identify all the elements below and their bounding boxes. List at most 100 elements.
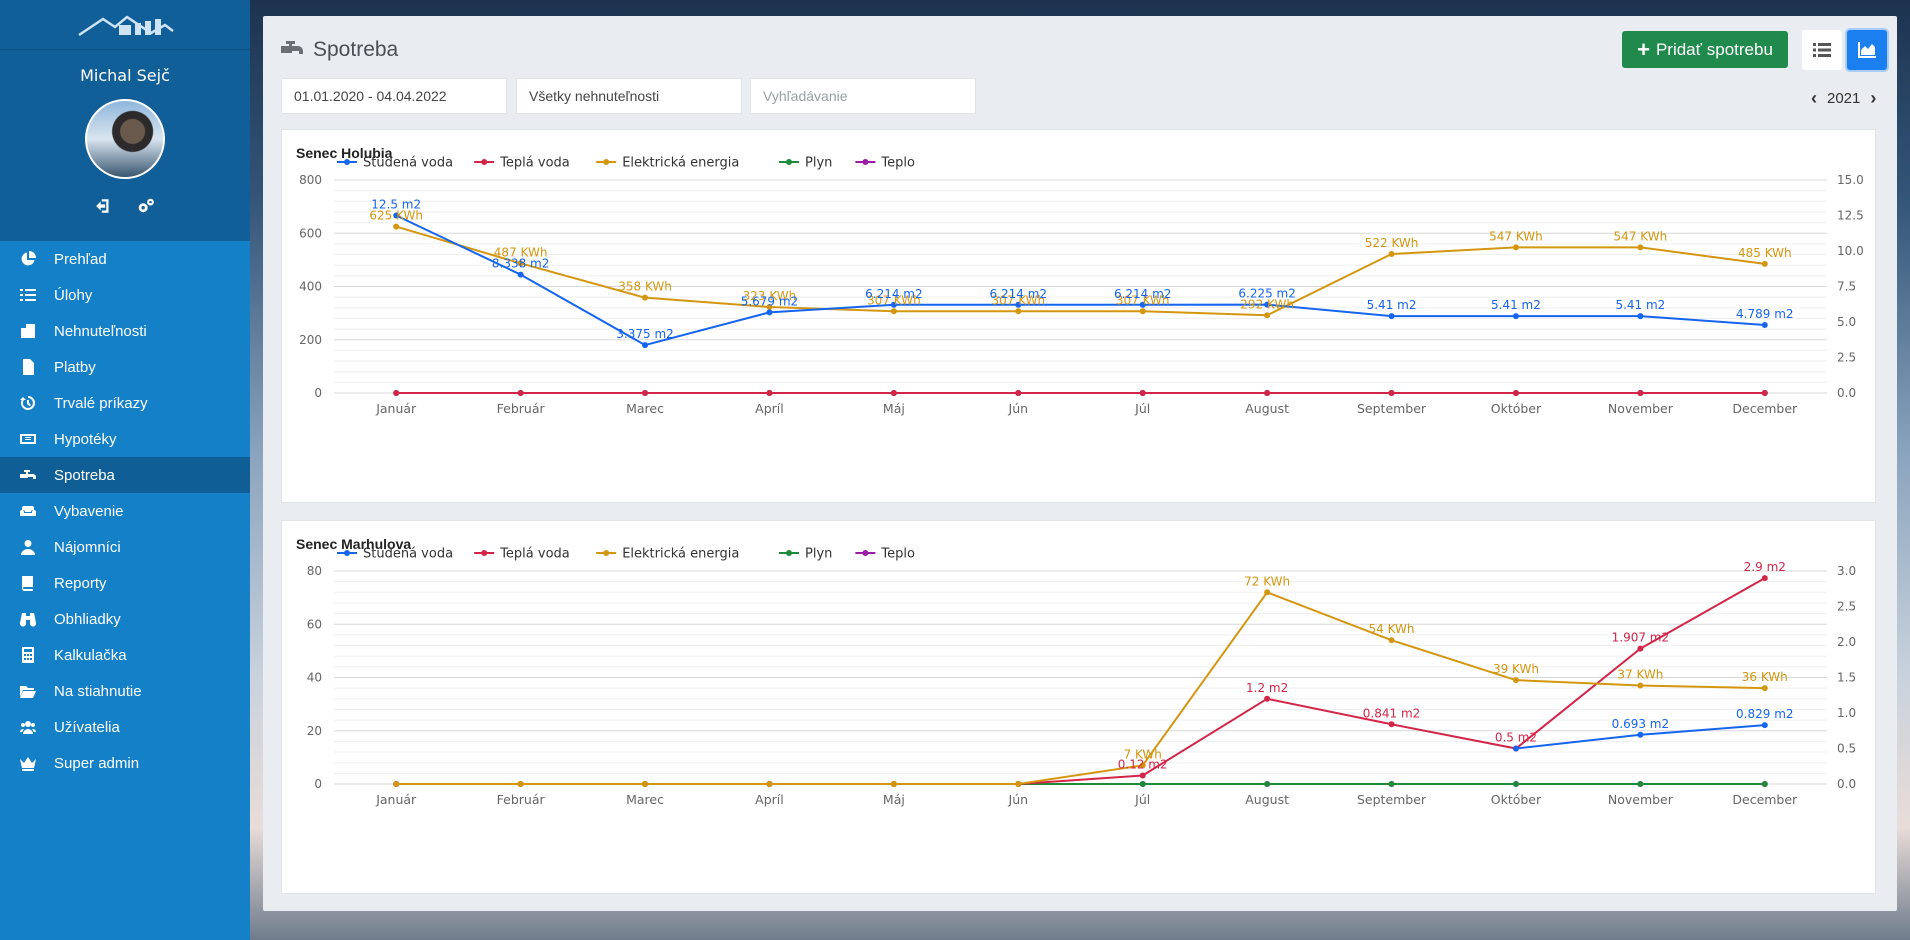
sidebar-item-uzivatelia[interactable]: Užívatelia	[0, 709, 250, 745]
y-left-tick-label: 800	[299, 173, 322, 187]
y-right-tick-label: 1.5	[1837, 671, 1856, 685]
data-point	[766, 390, 773, 396]
series-studena-voda	[1512, 722, 1768, 752]
sidebar-item-super-admin[interactable]: Super admin	[0, 745, 250, 781]
x-tick-label: December	[1732, 401, 1798, 416]
data-point	[1139, 390, 1146, 396]
sidebar-item-nehnutelnosti[interactable]: Nehnuteľnosti	[0, 313, 250, 349]
data-label: 485 KWh	[1738, 246, 1792, 260]
data-label: 307 KWh	[991, 293, 1045, 307]
sidebar-item-label: Prehľad	[54, 250, 107, 268]
data-point	[1637, 313, 1644, 320]
sidebar-item-obhliadky[interactable]: Obhliadky	[0, 601, 250, 637]
data-label: 8.338 m2	[492, 257, 550, 271]
chart-title: Senec Holubia	[296, 145, 393, 161]
chevron-right-icon[interactable]: ›	[1870, 88, 1877, 108]
legend-item-teplo: Teplo	[855, 156, 915, 171]
x-tick-label: Apríl	[755, 401, 784, 416]
series-tepla-voda	[393, 390, 1768, 396]
calculator-icon	[20, 647, 36, 663]
data-label: 5.41 m2	[1367, 298, 1417, 312]
data-label: 1.2 m2	[1246, 681, 1288, 695]
data-label: 7 KWh	[1124, 747, 1162, 761]
history-icon	[20, 395, 36, 411]
legend-swatch-dot	[786, 159, 792, 165]
legend-item-elektricka-energia: Elektrická energia	[596, 547, 739, 562]
data-point	[1761, 685, 1768, 692]
date-range-input[interactable]: 01.01.2020 - 04.04.2022	[281, 78, 507, 114]
data-point	[890, 301, 897, 308]
x-tick-label: November	[1608, 401, 1674, 416]
search-input[interactable]: Vyhľadávanie	[750, 78, 976, 114]
legend-label: Teplá voda	[499, 156, 570, 171]
sidebar-item-na-stiahnutie[interactable]: Na stiahnutie	[0, 673, 250, 709]
sidebar-item-spotreba[interactable]: Spotreba	[0, 457, 250, 493]
data-point	[642, 781, 649, 787]
sidebar-item-hypoteky[interactable]: Hypotéky	[0, 421, 250, 457]
chart-title: Senec Marhulova	[296, 536, 412, 552]
sidebar-item-platby[interactable]: Platby	[0, 349, 250, 385]
sidebar-item-label: Vybavenie	[54, 502, 124, 520]
money-bill-icon	[20, 431, 36, 447]
data-label: 3.375 m2	[616, 327, 674, 341]
y-right-tick-label: 15.0	[1837, 173, 1864, 187]
area-chart-icon	[1858, 42, 1876, 58]
property-select[interactable]: Všetky nehnuteľnosti	[516, 78, 742, 114]
legend-item-tepla-voda: Teplá voda	[474, 547, 570, 562]
sidebar-item-vybavenie[interactable]: Vybavenie	[0, 493, 250, 529]
y-left-tick-label: 400	[299, 280, 322, 294]
chart-card-senec-holubia: Senec Holubia 0 200 400 600 800 0.0 2.5 5.0 7.5 1…	[281, 129, 1876, 503]
legend-label: Studená voda	[363, 156, 453, 171]
data-point	[1015, 781, 1022, 787]
sidebar-item-trvale-prikazy[interactable]: Trvalé príkazy	[0, 385, 250, 421]
y-left-tick-label: 80	[307, 564, 322, 578]
sidebar-item-label: Hypotéky	[54, 430, 117, 448]
sidebar-item-ulohy[interactable]: Úlohy	[0, 277, 250, 313]
chevron-left-icon[interactable]: ‹	[1811, 88, 1817, 108]
legend-item-studena-voda: Studená voda	[337, 156, 453, 171]
data-point	[642, 342, 649, 349]
legend-swatch-dot	[786, 550, 792, 556]
data-label: 54 KWh	[1369, 622, 1415, 636]
data-point	[1388, 313, 1395, 320]
data-point	[1139, 772, 1146, 779]
data-point	[393, 212, 400, 219]
legend-label: Teplo	[880, 156, 915, 171]
binoculars-icon	[20, 611, 36, 627]
sidebar-item-najomnici[interactable]: Nájomníci	[0, 529, 250, 565]
add-consumption-button[interactable]: + Pridať spotrebu	[1622, 31, 1788, 68]
y-left-tick-label: 200	[299, 333, 322, 347]
x-tick-label: September	[1357, 792, 1427, 807]
data-point	[642, 294, 649, 301]
data-label: 6.214 m2	[865, 287, 923, 301]
data-label: 37 KWh	[1617, 667, 1663, 681]
sidebar-item-kalkulacka[interactable]: Kalkulačka	[0, 637, 250, 673]
x-tick-label: Marec	[626, 792, 664, 807]
logout-icon[interactable]	[95, 197, 113, 219]
list-view-button[interactable]	[1802, 30, 1842, 70]
list-icon	[1813, 43, 1831, 57]
avatar[interactable]	[85, 99, 165, 179]
plus-icon: +	[1637, 36, 1650, 62]
chart-view-button[interactable]	[1847, 30, 1887, 70]
sidebar-item-prehlad[interactable]: Prehľad	[0, 241, 250, 277]
data-point	[1139, 308, 1146, 315]
sidebar-item-reporty[interactable]: Reporty	[0, 565, 250, 601]
sidebar-item-label: Úlohy	[54, 286, 93, 304]
invoice-icon	[20, 359, 36, 375]
x-tick-label: November	[1608, 792, 1674, 807]
y-left-tick-label: 40	[307, 671, 322, 685]
x-tick-label: Júl	[1134, 401, 1150, 416]
data-label: 0.829 m2	[1736, 707, 1794, 721]
data-point	[1637, 244, 1644, 251]
data-label: 39 KWh	[1493, 662, 1539, 676]
data-point	[1761, 722, 1768, 729]
data-point	[393, 223, 400, 230]
x-tick-label: Október	[1491, 401, 1542, 416]
house-logo-icon	[78, 14, 174, 36]
data-point	[393, 390, 400, 396]
y-left-tick-label: 600	[299, 226, 322, 240]
year-label: 2021	[1827, 90, 1861, 107]
settings-gears-icon[interactable]	[137, 197, 155, 219]
x-tick-label: Júl	[1134, 792, 1150, 807]
